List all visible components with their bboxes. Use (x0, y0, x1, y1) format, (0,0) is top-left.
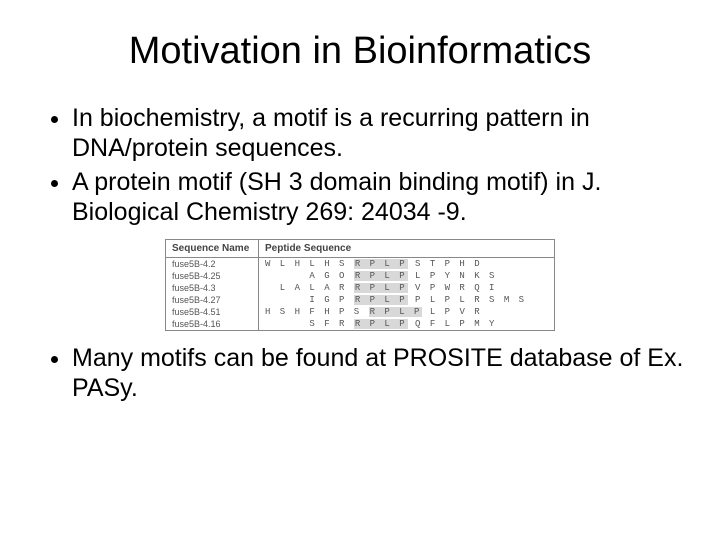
table-row: fuse5B-4.16 S F R R P L P Q F L P M Y (166, 318, 555, 331)
cell-name: fuse5B-4.16 (166, 318, 259, 331)
cell-peptide: W L H L H S R P L P S T P H D (259, 258, 555, 271)
cell-peptide: L A L A R R P L P V P W R Q I (259, 282, 555, 294)
slide-title: Motivation in Bioinformatics (30, 30, 690, 73)
cell-peptide: I G P R P L P P L P L R S M S (259, 294, 555, 306)
cell-name: fuse5B-4.3 (166, 282, 259, 294)
cell-peptide: A G O R P L P L P Y N K S (259, 270, 555, 282)
bullet-list-2: Many motifs can be found at PROSITE data… (30, 343, 690, 403)
sequence-table: Sequence Name Peptide Sequence fuse5B-4.… (165, 239, 555, 331)
col-header-name: Sequence Name (166, 240, 259, 258)
cell-name: fuse5B-4.51 (166, 306, 259, 318)
bullet-list: In biochemistry, a motif is a recurring … (30, 103, 690, 227)
sequence-tbody: fuse5B-4.2W L H L H S R P L P S T P H Df… (166, 258, 555, 331)
cell-name: fuse5B-4.25 (166, 270, 259, 282)
table-row: fuse5B-4.3 L A L A R R P L P V P W R Q I (166, 282, 555, 294)
cell-peptide: H S H F H P S R P L P L P V R (259, 306, 555, 318)
cell-peptide: S F R R P L P Q F L P M Y (259, 318, 555, 331)
col-header-peptide: Peptide Sequence (259, 240, 555, 258)
sequence-table-container: Sequence Name Peptide Sequence fuse5B-4.… (165, 239, 555, 331)
bullet-item: In biochemistry, a motif is a recurring … (72, 103, 690, 163)
bullet-item: Many motifs can be found at PROSITE data… (72, 343, 690, 403)
table-row: fuse5B-4.27 I G P R P L P P L P L R S M … (166, 294, 555, 306)
cell-name: fuse5B-4.27 (166, 294, 259, 306)
table-row: fuse5B-4.2W L H L H S R P L P S T P H D (166, 258, 555, 271)
table-row: fuse5B-4.25 A G O R P L P L P Y N K S (166, 270, 555, 282)
table-row: fuse5B-4.51H S H F H P S R P L P L P V R (166, 306, 555, 318)
bullet-item: A protein motif (SH 3 domain binding mot… (72, 167, 690, 227)
cell-name: fuse5B-4.2 (166, 258, 259, 271)
